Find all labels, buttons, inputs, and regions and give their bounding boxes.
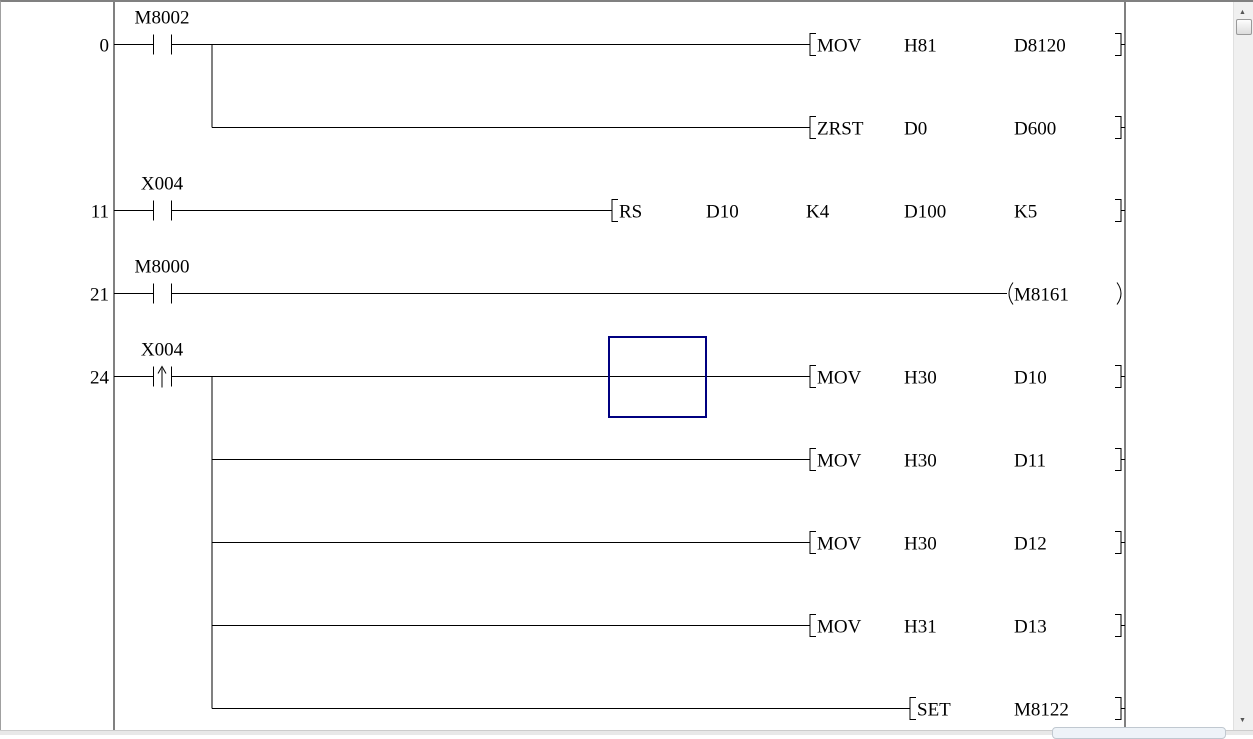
rising-edge-arrow-icon xyxy=(157,365,167,374)
instruction-operand[interactable]: M8122 xyxy=(1014,700,1069,721)
instruction-operand[interactable]: D100 xyxy=(904,202,946,223)
instruction-operand[interactable]: K5 xyxy=(1014,202,1037,223)
instruction-bracket-open-icon xyxy=(809,448,816,471)
vertical-scrollbar[interactable]: ▲ ▼ xyxy=(1233,2,1253,730)
coil-open-icon xyxy=(1008,282,1014,305)
instruction-operand[interactable]: H81 xyxy=(904,36,937,57)
step-number: 11 xyxy=(91,202,109,223)
instruction-mnemonic[interactable]: MOV xyxy=(817,451,862,472)
instruction-mnemonic[interactable]: MOV xyxy=(817,617,862,638)
instruction-bracket-close-icon xyxy=(1115,199,1125,222)
instruction-operand[interactable]: D0 xyxy=(904,119,927,140)
instruction-mnemonic[interactable]: ZRST xyxy=(817,119,864,140)
instruction-bracket-open-icon xyxy=(809,614,816,637)
instruction-bracket-open-icon xyxy=(909,697,916,720)
triangle-up-icon[interactable]: ▲ xyxy=(1239,8,1246,16)
instruction-operand[interactable]: D12 xyxy=(1014,534,1047,555)
instruction-operand[interactable]: K4 xyxy=(806,202,830,223)
device-label[interactable]: M8000 xyxy=(135,257,190,278)
device-label[interactable]: M8002 xyxy=(135,8,190,29)
coil-close-icon xyxy=(1116,282,1122,305)
ladder-diagram[interactable]: 0 M8002 MOV H81 D8120 ZRST D0 D600 11 X004 RS D10 K4… xyxy=(1,2,1233,734)
instruction-operand[interactable]: D10 xyxy=(1014,368,1047,389)
instruction-bracket-open-icon xyxy=(809,531,816,554)
device-label[interactable]: X004 xyxy=(141,174,184,195)
instruction-bracket-open-icon xyxy=(809,116,816,139)
instruction-mnemonic[interactable]: MOV xyxy=(817,368,862,389)
status-strip xyxy=(0,730,1253,735)
step-number: 21 xyxy=(90,285,109,306)
instruction-bracket-open-icon xyxy=(809,365,816,388)
instruction-bracket-open-icon xyxy=(611,199,618,222)
scrollbar-thumb[interactable] xyxy=(1236,19,1252,35)
instruction-mnemonic[interactable]: SET xyxy=(917,700,951,721)
step-number: 0 xyxy=(100,36,110,57)
triangle-down-icon[interactable]: ▼ xyxy=(1239,716,1246,724)
instruction-mnemonic[interactable]: MOV xyxy=(817,36,862,57)
instruction-bracket-close-icon xyxy=(1115,116,1125,139)
instruction-operand[interactable]: D13 xyxy=(1014,617,1047,638)
instruction-mnemonic[interactable]: MOV xyxy=(817,534,862,555)
instruction-operand[interactable]: H31 xyxy=(904,617,937,638)
selection-cursor[interactable] xyxy=(608,336,707,418)
instruction-operand[interactable]: D10 xyxy=(706,202,739,223)
notification-popup[interactable] xyxy=(1052,727,1226,739)
instruction-bracket-close-icon xyxy=(1115,531,1125,554)
instruction-bracket-close-icon xyxy=(1115,697,1125,720)
instruction-operand[interactable]: D600 xyxy=(1014,119,1056,140)
device-label[interactable]: X004 xyxy=(141,340,184,361)
coil-device[interactable]: M8161 xyxy=(1014,285,1069,306)
instruction-bracket-close-icon xyxy=(1115,448,1125,471)
step-number: 24 xyxy=(90,368,110,389)
instruction-operand[interactable]: D8120 xyxy=(1014,36,1066,57)
instruction-bracket-close-icon xyxy=(1115,614,1125,637)
instruction-operand[interactable]: H30 xyxy=(904,451,937,472)
instruction-operand[interactable]: D11 xyxy=(1014,451,1046,472)
instruction-bracket-open-icon xyxy=(809,33,816,56)
instruction-operand[interactable]: H30 xyxy=(904,368,937,389)
instruction-bracket-close-icon xyxy=(1115,365,1125,388)
instruction-bracket-close-icon xyxy=(1115,33,1125,56)
instruction-operand[interactable]: H30 xyxy=(904,534,937,555)
instruction-mnemonic[interactable]: RS xyxy=(619,202,642,223)
